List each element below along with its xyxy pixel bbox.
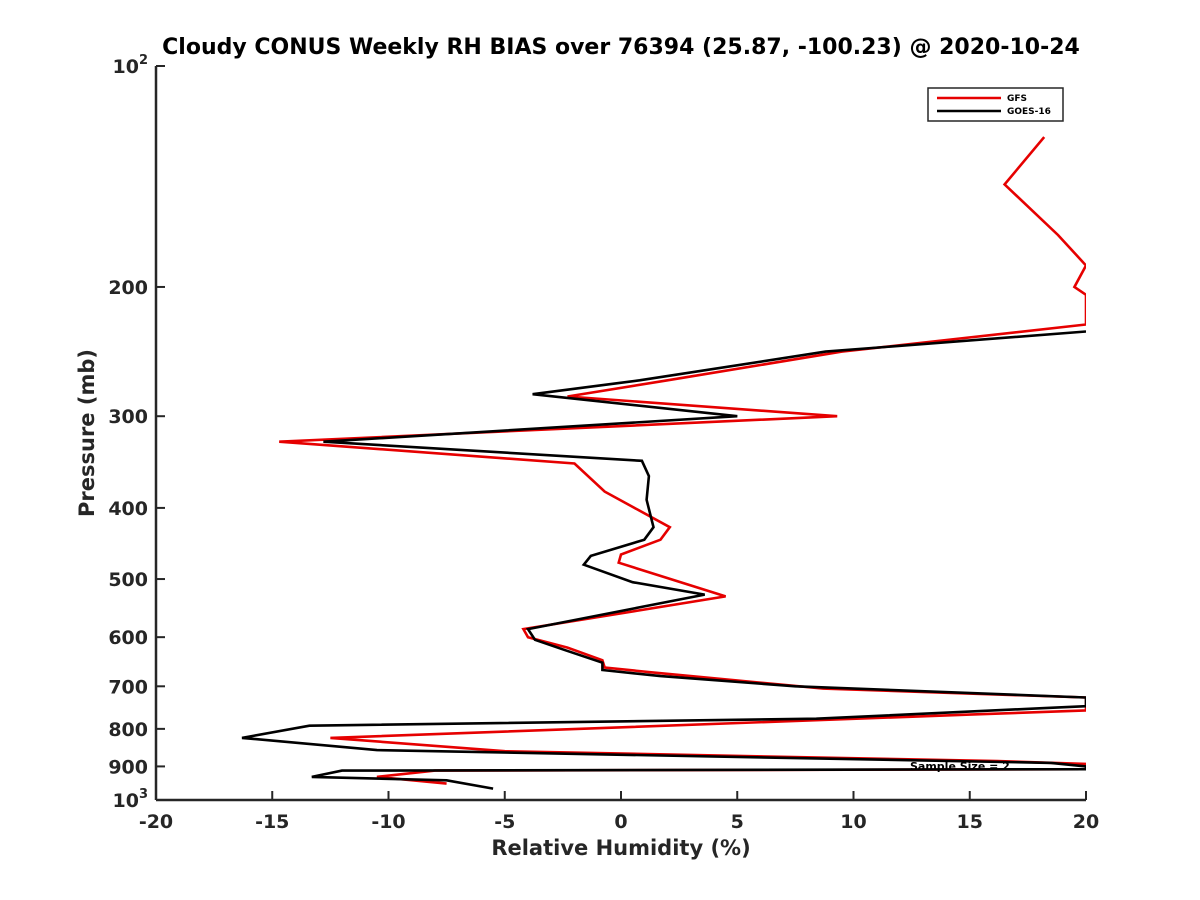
y-axis-label: Pressure (mb) bbox=[75, 349, 99, 517]
series-line-gfs bbox=[279, 136, 1086, 785]
x-tick-label: -15 bbox=[255, 811, 289, 833]
series-line-goes16 bbox=[241, 330, 1086, 790]
x-tick-label: -5 bbox=[494, 811, 515, 833]
x-tick-label: 0 bbox=[614, 811, 627, 833]
legend-label-goes16: GOES-16 bbox=[1007, 107, 1051, 117]
y-tick-label: 103 bbox=[113, 787, 149, 812]
legend: GFS GOES-16 bbox=[927, 87, 1064, 122]
x-tick-label: 5 bbox=[731, 811, 744, 833]
series-layer bbox=[241, 136, 1086, 790]
x-axis-ticks: -20 -15 -10 -5 0 5 10 15 20 bbox=[139, 791, 1099, 833]
y-tick-label: 600 bbox=[108, 627, 148, 649]
y-axis-ticks: 102 200 300 400 500 600 700 800 900 103 bbox=[108, 53, 165, 812]
y-tick-label: 200 bbox=[108, 277, 148, 299]
y-tick-label: 700 bbox=[108, 676, 148, 698]
y-tick-label: 102 bbox=[113, 53, 149, 78]
y-tick-label: 800 bbox=[108, 719, 148, 741]
sample-size-annotation: Sample Size = 2 bbox=[910, 760, 1010, 773]
y-tick-label: 500 bbox=[108, 569, 148, 591]
x-axis-label: Relative Humidity (%) bbox=[491, 836, 750, 860]
y-tick-label: 400 bbox=[108, 498, 148, 520]
x-tick-label: 15 bbox=[957, 811, 983, 833]
x-tick-label: -20 bbox=[139, 811, 173, 833]
legend-label-gfs: GFS bbox=[1007, 94, 1027, 104]
legend-box bbox=[927, 87, 1064, 122]
x-tick-label: -10 bbox=[371, 811, 405, 833]
x-tick-label: 10 bbox=[840, 811, 866, 833]
x-tick-label: 20 bbox=[1073, 811, 1099, 833]
y-tick-label: 300 bbox=[108, 406, 148, 428]
chart-title: Cloudy CONUS Weekly RH BIAS over 76394 (… bbox=[162, 35, 1080, 60]
y-tick-label: 900 bbox=[108, 756, 148, 778]
